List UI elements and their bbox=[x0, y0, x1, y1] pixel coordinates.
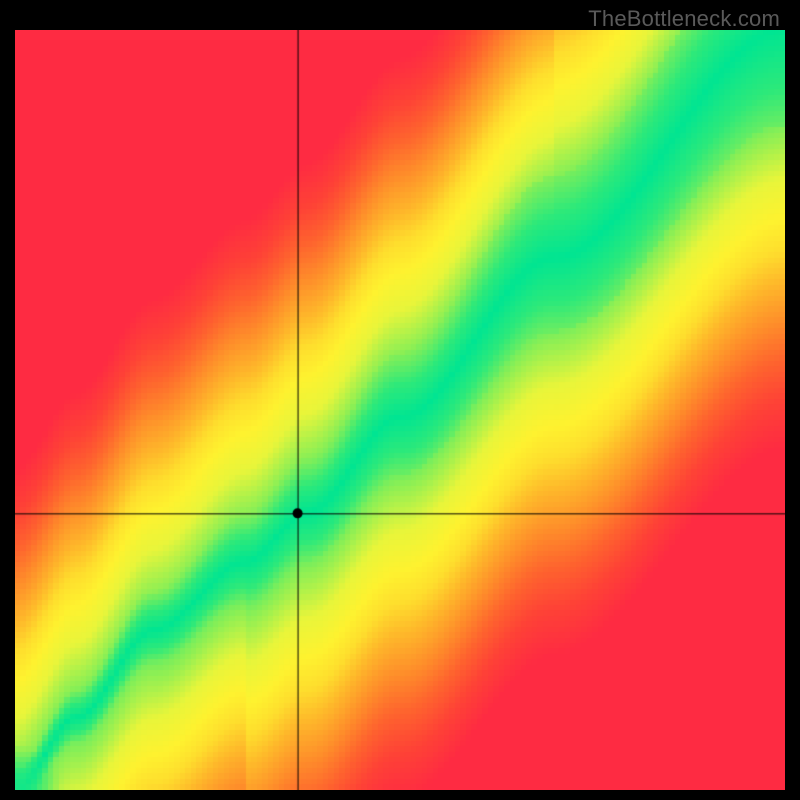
chart-container: TheBottleneck.com bbox=[0, 0, 800, 800]
watermark-text: TheBottleneck.com bbox=[588, 6, 780, 32]
bottleneck-heatmap bbox=[15, 30, 785, 790]
